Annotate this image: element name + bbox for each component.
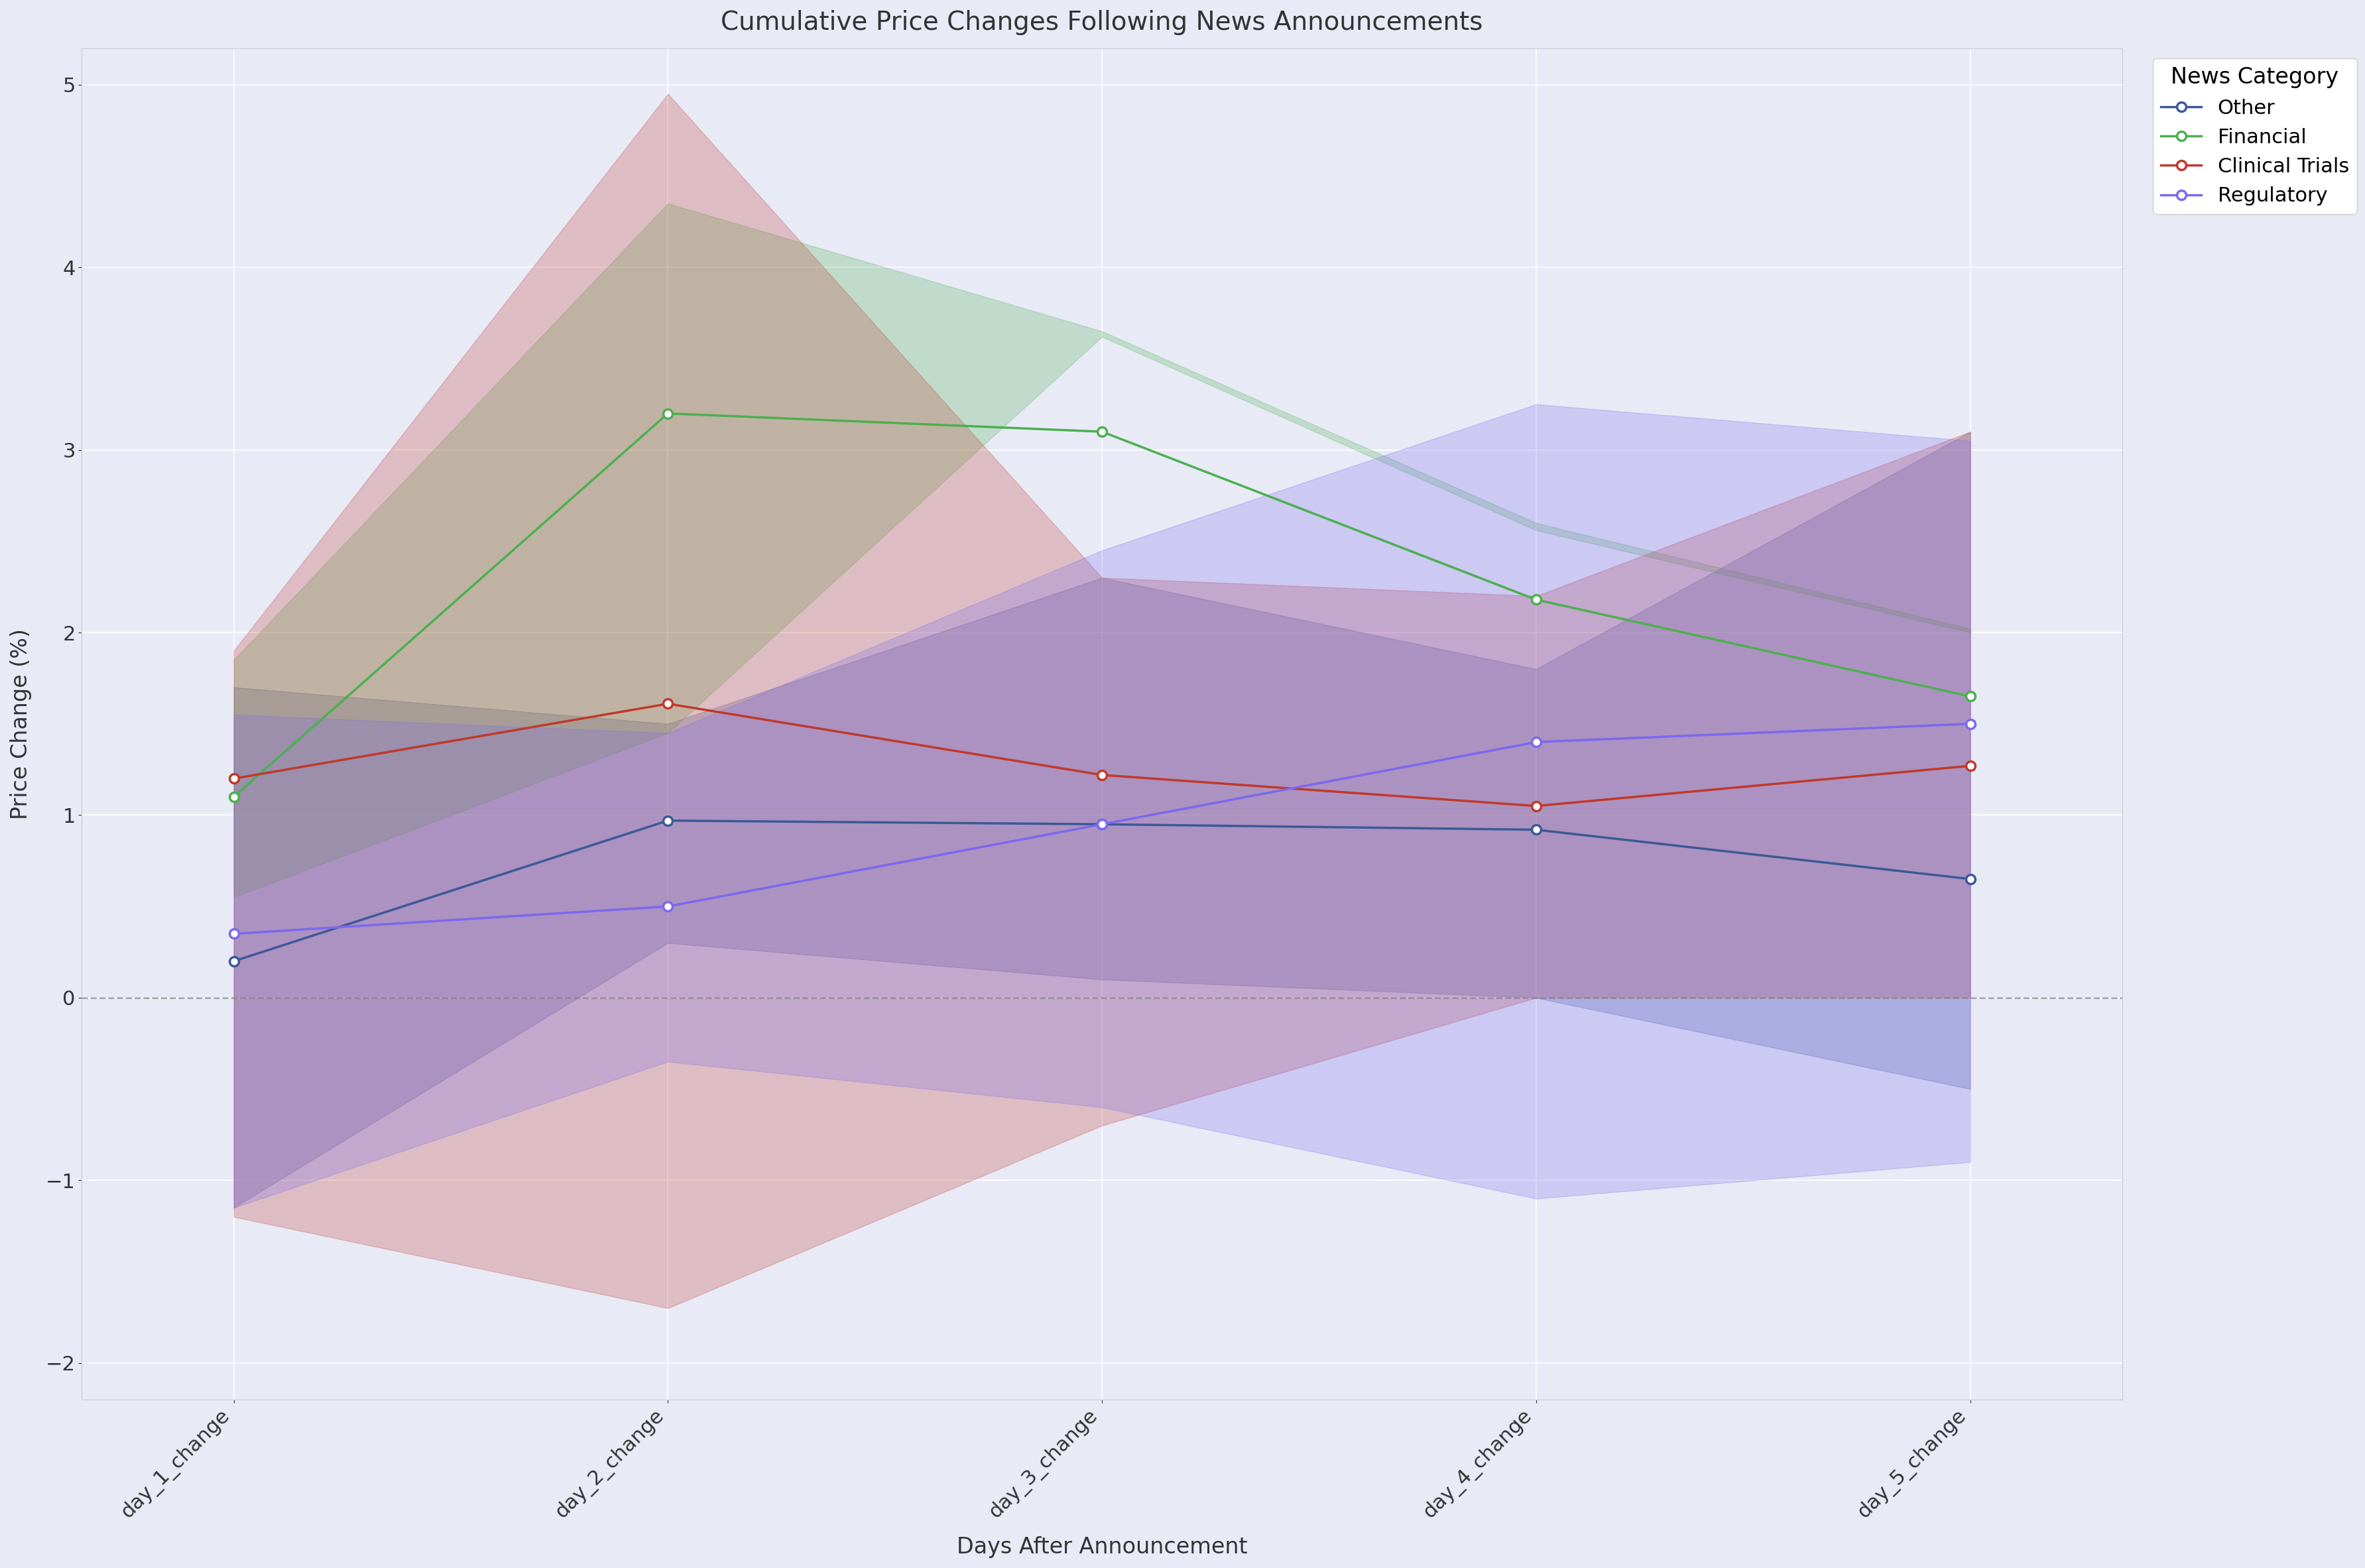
Clinical Trials	[1088, 765, 1116, 784]
Clinical Trials	[1523, 797, 1551, 815]
Line: Other: Other	[229, 815, 1975, 966]
Line: Regulatory: Regulatory	[229, 720, 1975, 938]
Title: Cumulative Price Changes Following News Announcements: Cumulative Price Changes Following News …	[721, 9, 1483, 34]
Other	[220, 952, 248, 971]
Other	[653, 811, 681, 829]
Other	[1523, 820, 1551, 839]
Financial	[653, 405, 681, 423]
Clinical Trials	[653, 695, 681, 713]
Financial	[220, 787, 248, 806]
Line: Financial: Financial	[229, 409, 1975, 801]
X-axis label: Days After Announcement: Days After Announcement	[958, 1537, 1246, 1559]
Line: Clinical Trials: Clinical Trials	[229, 699, 1975, 811]
Other	[1956, 870, 1984, 889]
Clinical Trials	[220, 770, 248, 789]
Regulatory	[1523, 732, 1551, 751]
Clinical Trials	[1956, 756, 1984, 775]
Regulatory	[653, 897, 681, 916]
Regulatory	[1088, 815, 1116, 834]
Regulatory	[220, 925, 248, 944]
Financial	[1956, 687, 1984, 706]
Other	[1088, 815, 1116, 834]
Regulatory	[1956, 715, 1984, 734]
Y-axis label: Price Change (%): Price Change (%)	[9, 629, 31, 820]
Financial	[1523, 590, 1551, 608]
Legend: Other, Financial, Clinical Trials, Regulatory: Other, Financial, Clinical Trials, Regul…	[2152, 58, 2358, 213]
Financial	[1088, 422, 1116, 441]
